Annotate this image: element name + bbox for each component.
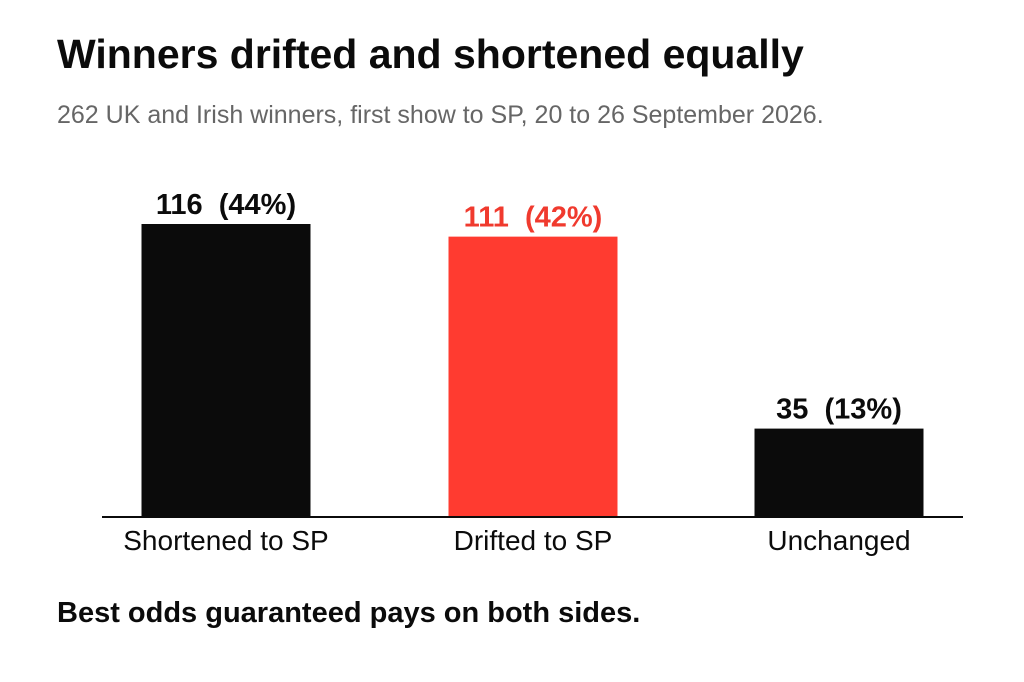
bars-group [141,224,924,517]
chart-subtitle: 262 UK and Irish winners, first show to … [57,101,824,129]
chart-title: Winners drifted and shortened equally [57,31,804,77]
footnote: Best odds guaranteed pays on both sides. [57,597,641,629]
category-label-1: Drifted to SP [454,525,613,556]
category-label-0: Shortened to SP [123,525,328,556]
bar-chart: 116 (44%) 111 (42%) 35 (13%) Shortened to … [102,189,963,556]
bar-1 [448,236,618,517]
category-labels-group: Shortened to SP Drifted to SP Unchanged [123,525,910,556]
value-labels-group: 116 (44%) 111 (42%) 35 (13%) [156,189,902,426]
value-label-0: 116 (44%) [156,189,296,221]
value-label-1: 111 (42%) [464,202,603,234]
bar-2 [754,428,924,517]
bar-0 [141,224,311,517]
value-label-2: 35 (13%) [776,394,902,426]
category-label-2: Unchanged [767,525,910,556]
